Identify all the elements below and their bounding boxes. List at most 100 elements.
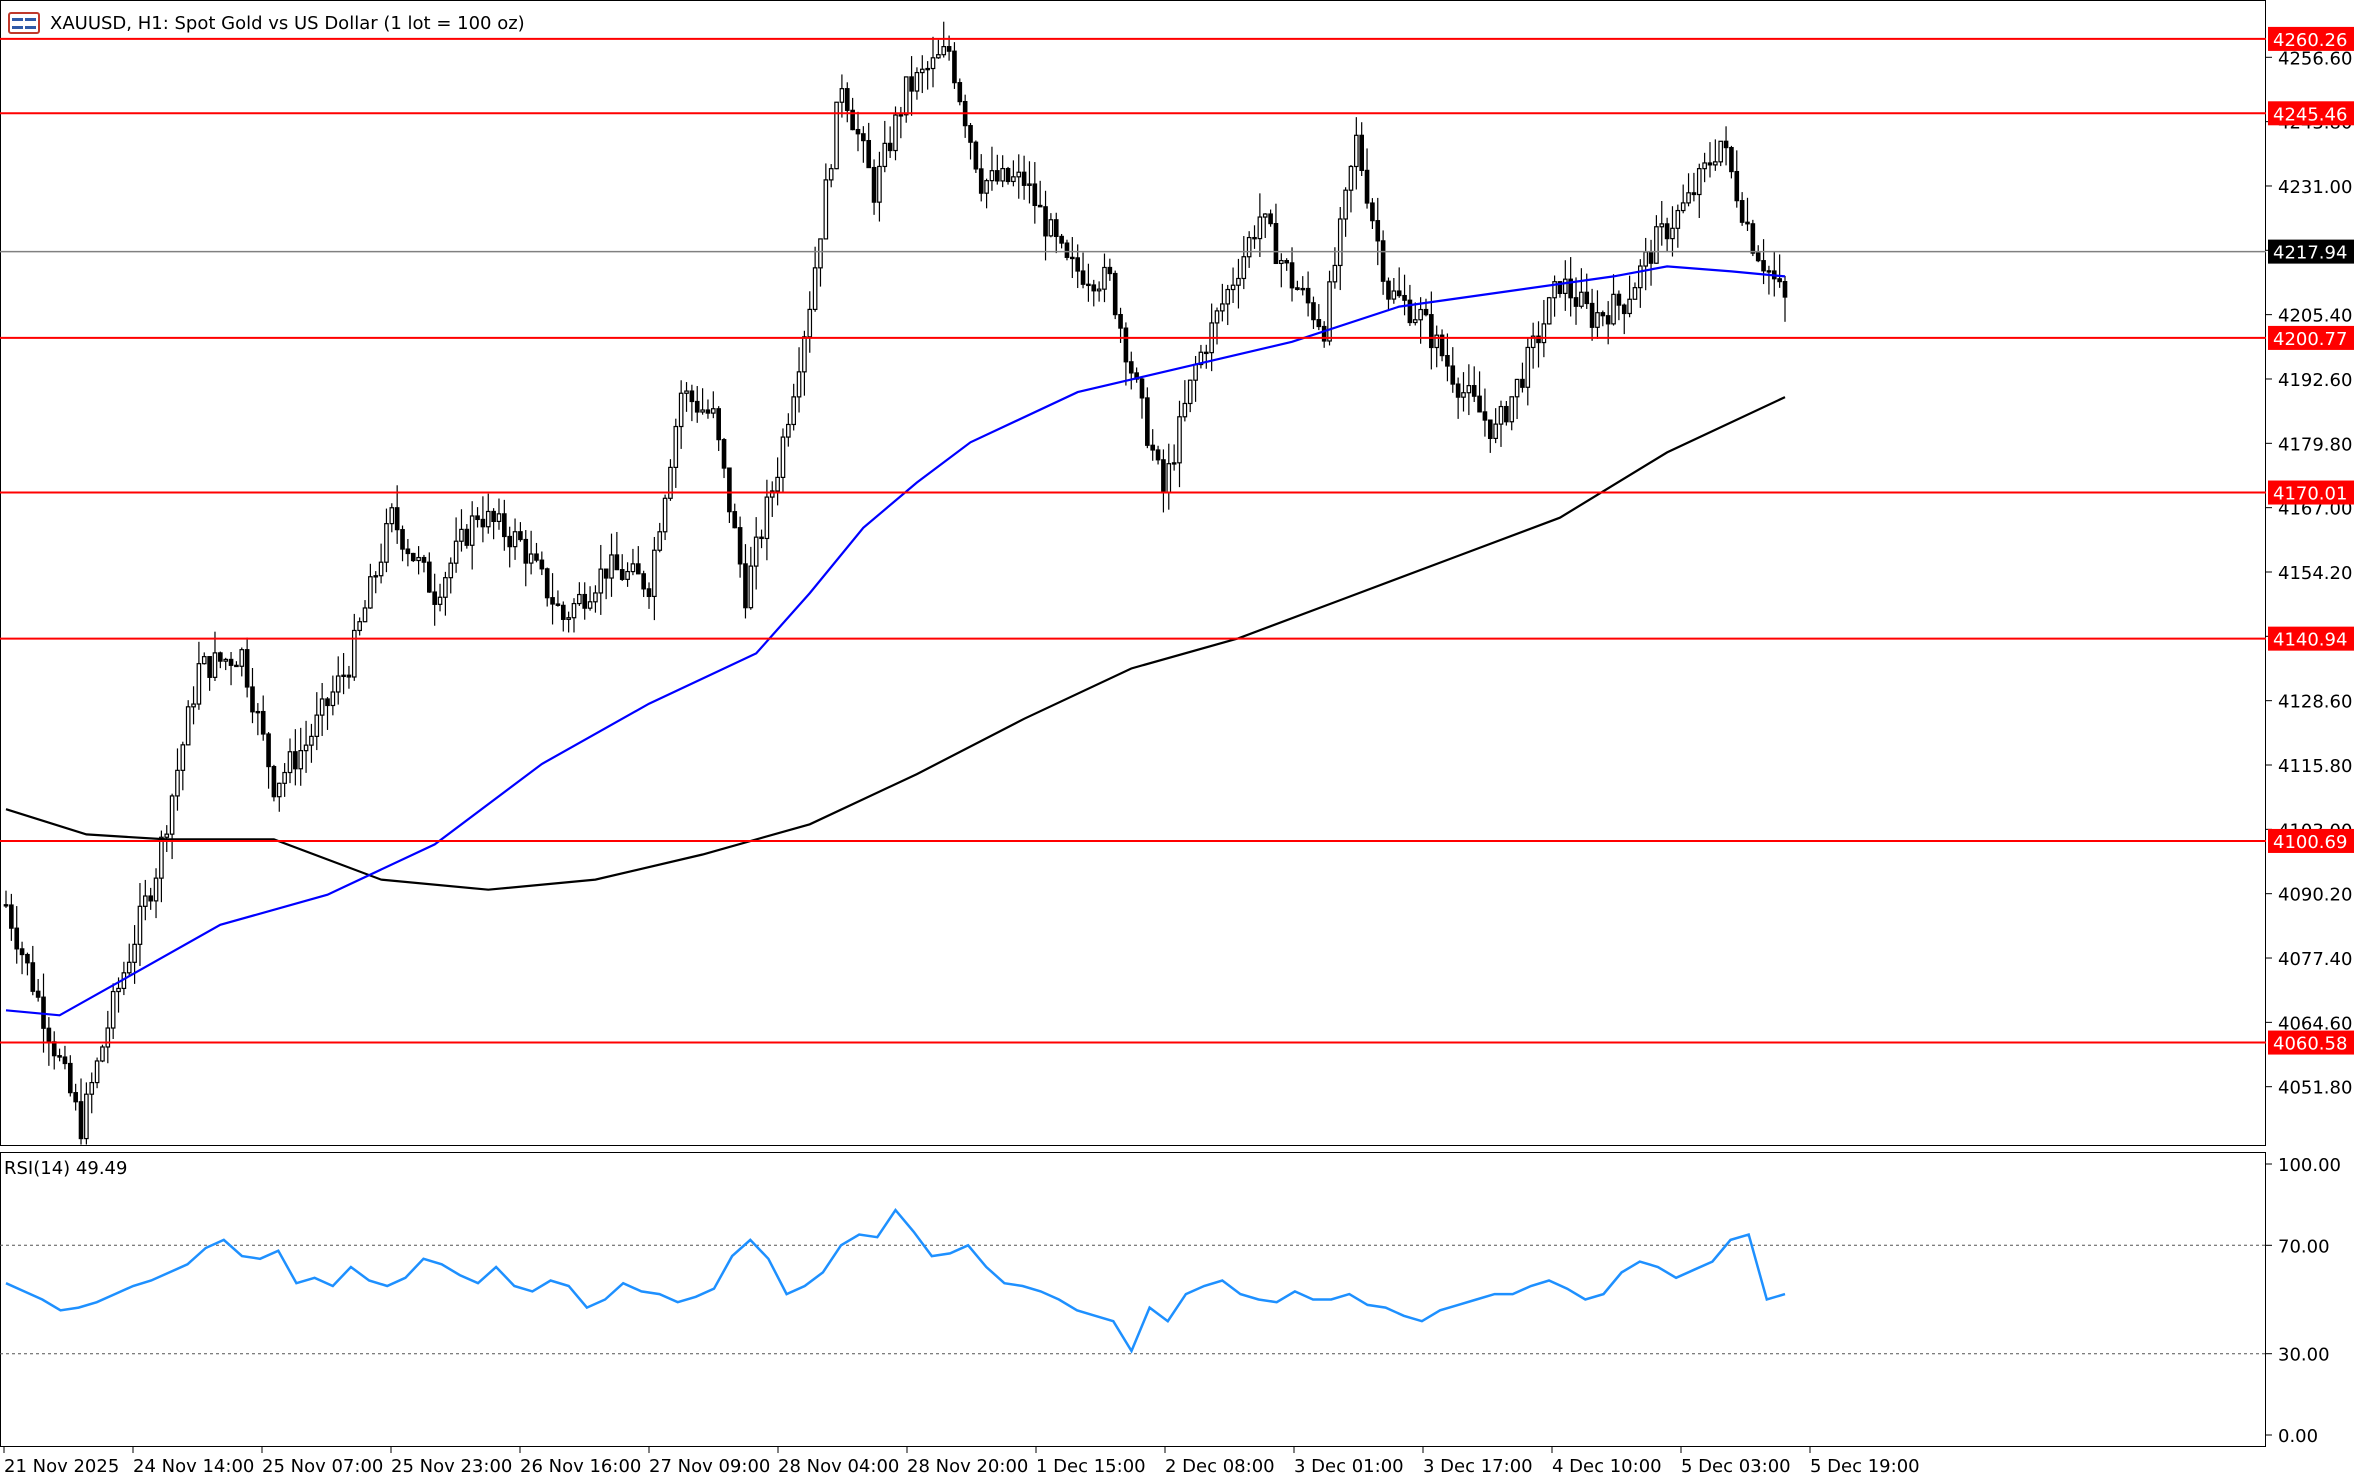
candle-bull (1187, 379, 1193, 405)
candle-bear (1782, 280, 1788, 298)
candle-bull (936, 54, 941, 59)
candle-bear (1605, 315, 1611, 325)
candle-bull (678, 392, 684, 428)
candle-bear (1053, 219, 1059, 238)
candle-bull (1418, 308, 1423, 321)
candle-bull (1262, 213, 1268, 218)
time-tick-label: 4 Dec 10:00 (1552, 1456, 1662, 1477)
candle-bear (1745, 221, 1750, 225)
candle-bull (1096, 288, 1102, 292)
candle-bull (1632, 287, 1638, 300)
candle-bull (1514, 378, 1520, 398)
candle-bear (1128, 361, 1134, 374)
time-axis: 21 Nov 2025 24 Nov 14:00 25 Nov 07:00 25 No… (3, 1447, 1920, 1477)
time-tick-label: 21 Nov 2025 (4, 1456, 119, 1477)
candle-bull (1595, 312, 1600, 328)
candle-bull (903, 76, 909, 116)
candle-bull (1177, 416, 1182, 464)
candle-bear (909, 76, 914, 92)
candle-bear (1536, 335, 1541, 344)
candle-bull (1643, 251, 1648, 267)
candle-bull (351, 629, 357, 678)
candle-bear (507, 535, 513, 548)
candle-bear (646, 588, 652, 598)
candle-bear (1118, 314, 1123, 329)
candle-bear (1445, 354, 1450, 367)
candle-bull (1214, 310, 1220, 324)
candle-bull (898, 114, 904, 117)
candle-bear (550, 597, 555, 605)
candle-bull (1509, 396, 1515, 423)
time-tick-label: 2 Dec 08:00 (1165, 1456, 1275, 1477)
candle-bull (925, 67, 930, 71)
current-price-label: 4217.94 (2273, 243, 2347, 264)
candle-bull (1354, 134, 1359, 168)
candle-bull (298, 750, 304, 770)
candle-bull (839, 88, 845, 103)
current-price-badge (2268, 239, 2354, 264)
candle-bear (1386, 280, 1391, 300)
candle-bull (1220, 303, 1225, 312)
rsi-label-text: RSI(14) 49.49 (4, 1158, 128, 1179)
candle-bull (1434, 334, 1440, 349)
candle-bear (67, 1062, 73, 1094)
candle-bull (989, 170, 995, 182)
candle-bear (1621, 304, 1627, 315)
candle-bull (1257, 216, 1263, 240)
level-badge (2268, 828, 2354, 853)
candle-bull (684, 390, 689, 394)
candle-bear (1664, 223, 1670, 240)
candle-bear (1739, 200, 1745, 223)
candles (3, 21, 1788, 1145)
candle-bull (882, 142, 888, 168)
candle-bear (1289, 262, 1295, 289)
candle-bull (668, 466, 673, 499)
candle-bear (705, 409, 711, 414)
rsi-pane: 100.00 70.00 30.00 0.00 (0, 1152, 2341, 1447)
candle-bear (1589, 302, 1595, 328)
candle-bull (496, 513, 502, 523)
candle-bull (153, 877, 159, 902)
candle-bull (309, 735, 314, 746)
candle-bull (1562, 278, 1568, 295)
candle-bear (737, 527, 743, 565)
candle-bull (818, 238, 823, 269)
time-tick-label: 5 Dec 03:00 (1681, 1456, 1791, 1477)
candle-bull (1638, 265, 1643, 289)
candle-bull (577, 593, 582, 605)
candle-bear (1145, 397, 1150, 446)
candle-bear (946, 46, 952, 52)
candle-bear (1203, 351, 1209, 355)
candle-bear (400, 529, 405, 550)
candle-bear (1070, 256, 1075, 260)
chart-title: XAUUSD, H1: Spot Gold vs US Dollar (1 lo… (50, 12, 525, 34)
level-label: 4100.69 (2273, 832, 2347, 853)
candle-bear (1707, 162, 1713, 166)
candle-bear (1648, 251, 1654, 264)
candle-bull (223, 658, 229, 662)
candle-bear (394, 507, 400, 531)
candle-bull (314, 714, 320, 737)
candle-bull (1718, 140, 1724, 163)
candle-bear (1284, 259, 1289, 264)
candle-bull (673, 425, 679, 468)
candle-bull (1198, 351, 1204, 366)
candle-bear (25, 953, 30, 964)
candle-bear (844, 88, 850, 111)
candle-bull (1000, 167, 1005, 182)
price-tick-label: 4205.40 (2278, 306, 2352, 327)
candle-bull (657, 531, 663, 551)
candle-bear (957, 82, 963, 103)
candle-bear (1252, 236, 1257, 240)
candle-bear (325, 698, 330, 707)
candle-bull (780, 436, 786, 478)
candle-bull (287, 751, 293, 774)
candle-bull (812, 267, 818, 311)
candle-bull (593, 592, 598, 603)
candle-bull (1011, 176, 1016, 183)
level-label: 4245.46 (2273, 104, 2347, 125)
candle-bear (432, 591, 437, 605)
candle-bear (1402, 294, 1407, 301)
level-label: 4060.58 (2273, 1034, 2347, 1055)
candle-bull (769, 490, 775, 498)
